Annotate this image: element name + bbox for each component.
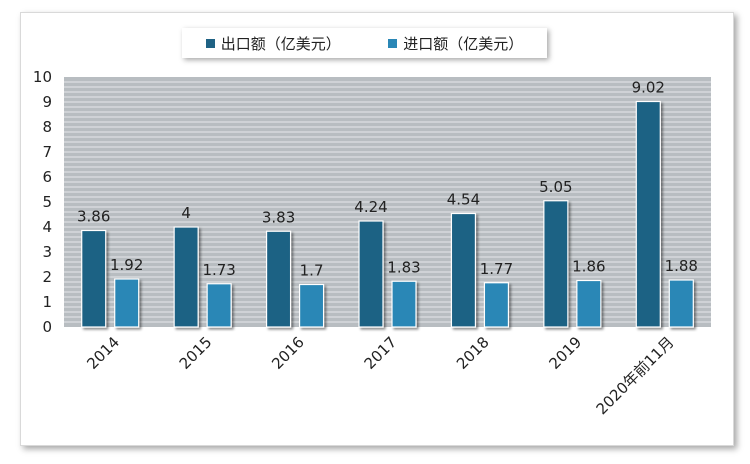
export-data-label: 4.54 (447, 191, 480, 209)
export-data-label: 4 (181, 204, 191, 222)
import-bar (298, 283, 325, 328)
import-data-label: 1.73 (202, 261, 235, 279)
export-data-label: 3.83 (262, 208, 295, 226)
export-data-label: 3.86 (77, 208, 110, 226)
y-tick-label: 8 (42, 118, 52, 136)
x-tick-label: 2014 (83, 333, 123, 373)
legend-label-export: 出口额（亿美元） (220, 34, 341, 53)
x-tick-label: 2015 (176, 333, 216, 373)
legend-item-import: 进口额（亿美元） (388, 33, 523, 54)
export-data-label: 4.24 (354, 198, 387, 216)
y-tick-label: 2 (42, 268, 52, 286)
x-tick-label: 2019 (545, 333, 585, 373)
import-bar (483, 282, 510, 328)
y-tick-label: 0 (42, 318, 52, 336)
import-data-label: 1.7 (300, 262, 324, 280)
import-bar (206, 283, 232, 328)
export-bar (450, 212, 477, 328)
legend: 出口额（亿美元） 进口额（亿美元） (182, 28, 547, 58)
import-data-label: 1.83 (387, 258, 420, 276)
export-bar (358, 220, 384, 328)
x-tick-label: 2016 (268, 333, 308, 373)
import-data-label: 1.88 (665, 257, 698, 275)
export-bar (173, 226, 199, 328)
import-bar (668, 279, 694, 328)
export-bar (543, 200, 569, 328)
legend-label-import: 进口额（亿美元） (403, 34, 524, 53)
y-tick-label: 7 (42, 143, 52, 161)
x-tick-label: 2020年前11月 (593, 333, 678, 418)
x-tick-label: 2017 (361, 333, 401, 373)
legend-swatch-import (388, 38, 398, 48)
y-tick-label: 6 (42, 168, 52, 186)
y-tick-label: 9 (42, 93, 52, 111)
y-tick-label: 1 (42, 293, 52, 311)
legend-swatch-export (205, 38, 215, 48)
y-tick-label: 5 (42, 193, 52, 211)
legend-item-export: 出口额（亿美元） (205, 33, 341, 54)
import-bar (114, 278, 140, 328)
x-tick-label: 2018 (453, 333, 493, 373)
import-bar (576, 279, 602, 328)
export-data-label: 9.02 (632, 79, 665, 97)
export-data-label: 5.05 (539, 178, 572, 196)
y-tick-label: 10 (33, 68, 52, 86)
import-bar (391, 280, 417, 328)
export-bar (265, 230, 292, 328)
import-data-label: 1.86 (572, 258, 605, 276)
import-data-label: 1.77 (480, 260, 513, 278)
import-data-label: 1.92 (110, 256, 143, 274)
y-tick-label: 4 (42, 218, 52, 236)
export-bar (81, 229, 107, 328)
y-tick-label: 3 (42, 243, 52, 261)
export-bar (635, 100, 661, 328)
